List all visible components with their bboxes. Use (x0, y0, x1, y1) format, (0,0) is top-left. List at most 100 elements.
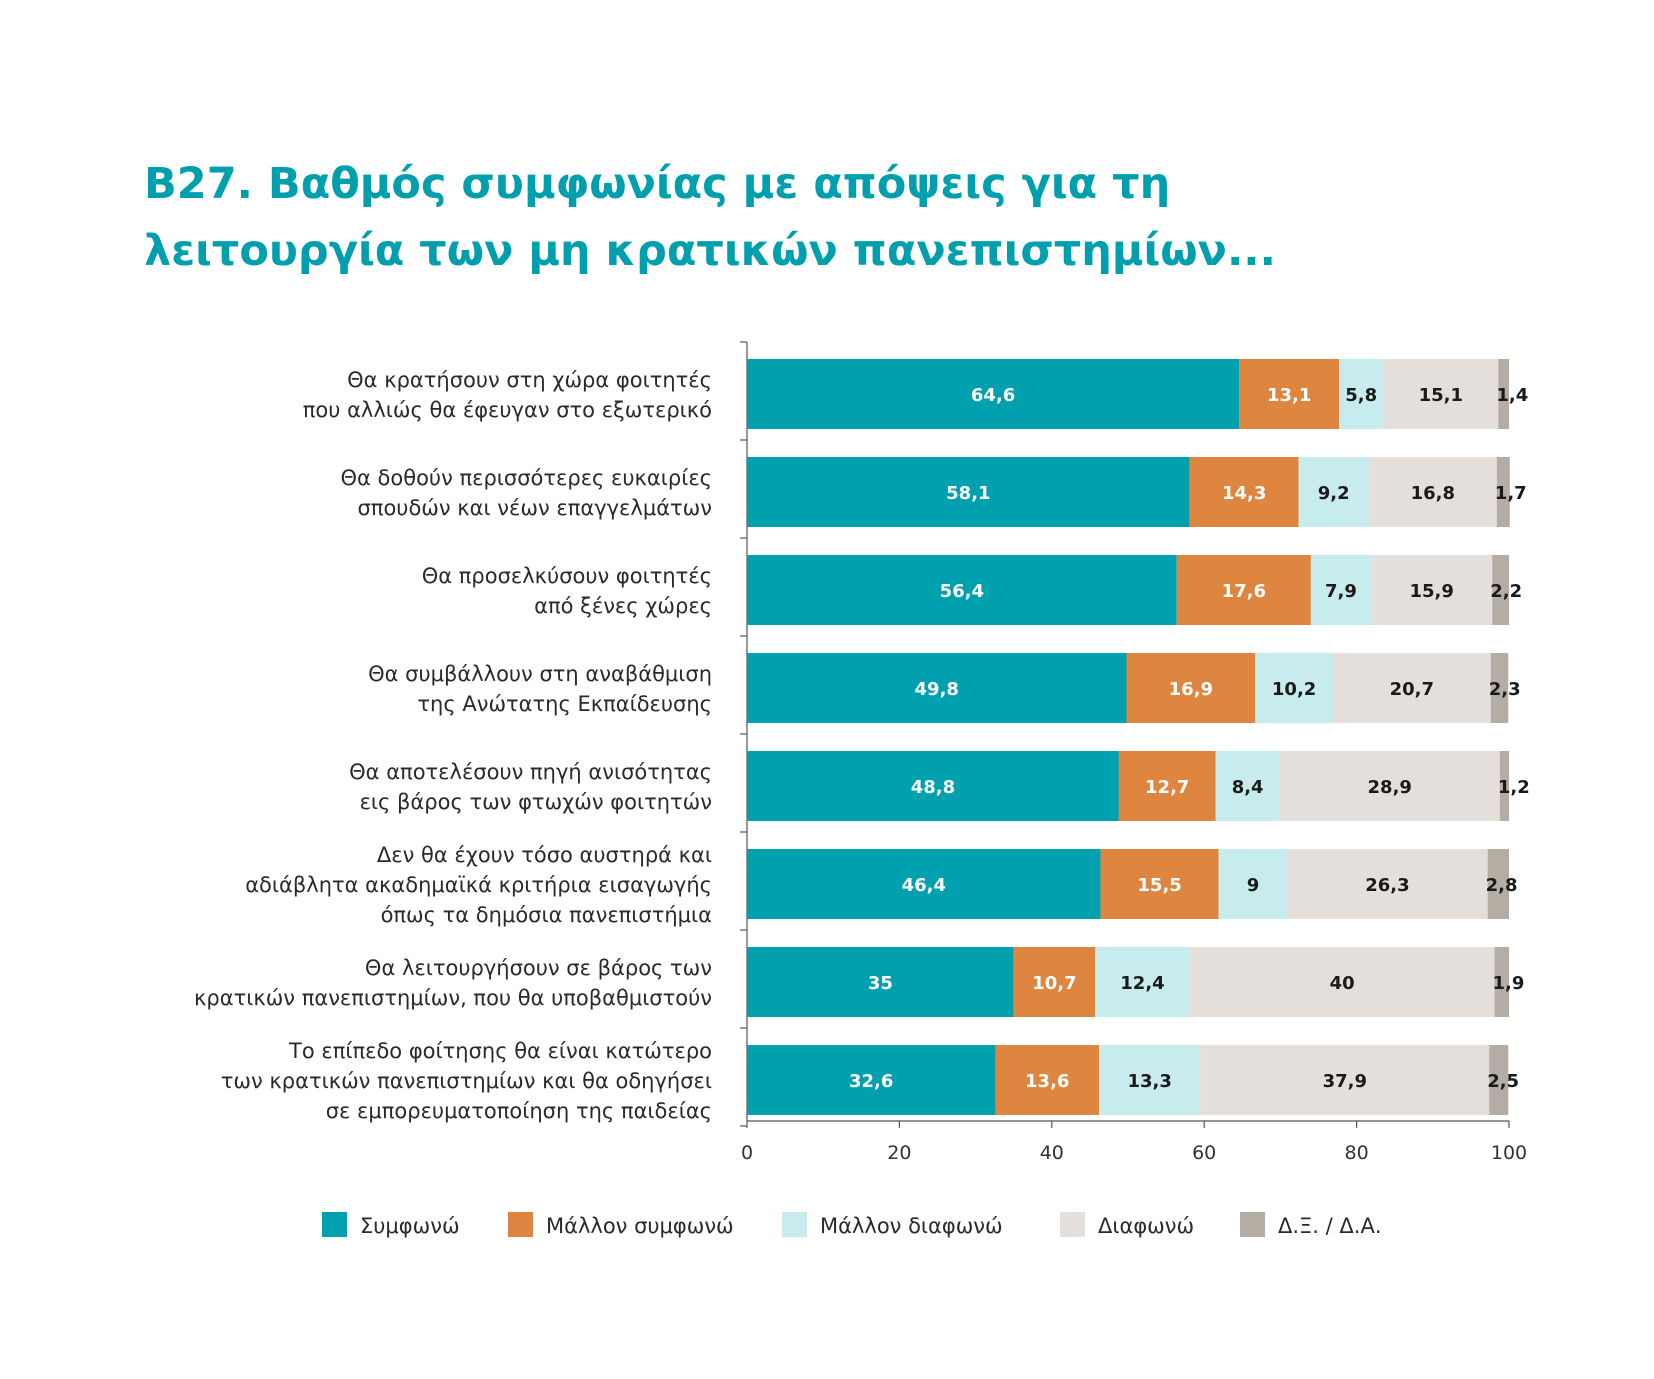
x-tick-label: 0 (741, 1142, 753, 1164)
data-label: 49,8 (915, 679, 959, 700)
x-tick-label: 60 (1192, 1142, 1216, 1164)
data-label: 64,6 (971, 385, 1015, 406)
bar-segment (1189, 947, 1495, 1017)
data-label: 2,8 (1486, 875, 1518, 896)
data-label: 1,2 (1498, 777, 1530, 798)
bar-segment (1496, 457, 1510, 527)
bar-segment (1498, 359, 1509, 429)
data-label: 15,5 (1137, 875, 1181, 896)
data-label: 17,6 (1222, 581, 1266, 602)
x-tick-label: 40 (1040, 1142, 1064, 1164)
legend-item: Διαφωνώ (1060, 1212, 1194, 1238)
category-label: Θα κρατήσουν στη χώρα φοιτητές (347, 368, 712, 392)
bar-segment (1490, 653, 1509, 723)
bar-segment (747, 359, 1240, 429)
data-label: 16,9 (1169, 679, 1213, 700)
legend-item: Μάλλον διαφωνώ (782, 1212, 1003, 1238)
x-tick-label: 80 (1345, 1142, 1369, 1164)
data-label: 28,9 (1368, 777, 1412, 798)
bar-segment (1189, 457, 1299, 527)
bar-segment (1100, 849, 1219, 919)
data-label: 40 (1330, 973, 1355, 994)
category-label: της Ανώτατης Εκπαίδευσης (417, 692, 712, 716)
x-tick-label: 20 (887, 1142, 911, 1164)
bar-segment (1339, 359, 1384, 429)
bar-segment (1499, 751, 1509, 821)
legend-swatch (322, 1212, 347, 1237)
category-label: Θα αποτελέσουν πηγή ανισότητας (349, 760, 712, 784)
bar-segment (1255, 653, 1333, 723)
data-label: 1,9 (1493, 973, 1525, 994)
bar-segment (1332, 653, 1491, 723)
x-axis: 0 20 40 60 80 100 (740, 341, 1527, 1164)
bar-segment (1239, 359, 1340, 429)
category-labels: Θα κρατήσουν στη χώρα φοιτητές που αλλιώς… (194, 368, 712, 1123)
data-label: 20,7 (1390, 679, 1434, 700)
bar-segment (747, 947, 1014, 1017)
x-tick-label: 100 (1491, 1142, 1527, 1164)
category-label: Δεν θα έχουν τόσο αυστηρά και (377, 843, 712, 867)
category-label: Το επίπεδο φοίτησης θα είναι κατώτερο (288, 1039, 712, 1063)
legend-swatch (782, 1212, 807, 1237)
bar-segment (747, 849, 1101, 919)
bar-segment (1489, 1045, 1509, 1115)
bar-segment (1383, 359, 1499, 429)
data-label: 46,4 (902, 875, 946, 896)
bar-segment (995, 1045, 1100, 1115)
data-label: 14,3 (1222, 483, 1266, 504)
legend-label: Μάλλον διαφωνώ (820, 1214, 1003, 1238)
legend-swatch (508, 1212, 533, 1237)
data-label: 48,8 (911, 777, 955, 798)
bar-segment (1310, 555, 1372, 625)
data-label: 56,4 (940, 581, 984, 602)
bar-segment (1279, 751, 1500, 821)
legend-label: Διαφωνώ (1098, 1214, 1194, 1238)
bar-segment (1492, 555, 1509, 625)
chart-title: B27. Βαθμός συμφωνίας με απόψεις για τη λ… (144, 159, 1276, 276)
bar-segment (1218, 849, 1288, 919)
bar-segment (1118, 751, 1216, 821)
data-label: 12,4 (1120, 973, 1164, 994)
data-label: 35 (868, 973, 893, 994)
data-label: 9 (1247, 875, 1260, 896)
bar-segment (1176, 555, 1311, 625)
bar-segment (1200, 1045, 1490, 1115)
data-label: 9,2 (1318, 483, 1350, 504)
data-label: 13,3 (1128, 1071, 1172, 1092)
data-label: 7,9 (1325, 581, 1357, 602)
category-label: όπως τα δημόσια πανεπιστήμια (381, 903, 712, 927)
legend-swatch (1060, 1212, 1085, 1237)
bar-segment (1487, 849, 1509, 919)
category-label: σπουδών και νέων επαγγελμάτων (358, 496, 713, 520)
legend-label: Συμφωνώ (360, 1214, 460, 1238)
bar-segment (1494, 947, 1509, 1017)
data-label: 2,5 (1487, 1071, 1519, 1092)
bar-segment (1298, 457, 1369, 527)
data-label: 16,8 (1411, 483, 1455, 504)
bar-segment (1013, 947, 1096, 1017)
data-label: 8,4 (1232, 777, 1264, 798)
data-label: 5,8 (1345, 385, 1377, 406)
legend-item: Συμφωνώ (322, 1212, 460, 1238)
data-label: 26,3 (1365, 875, 1409, 896)
data-label: 15,9 (1409, 581, 1453, 602)
category-label: κρατικών πανεπιστημίων, που θα υποβαθμισ… (194, 986, 712, 1010)
data-label: 2,3 (1489, 679, 1521, 700)
title-line-1: B27. Βαθμός συμφωνίας με απόψεις για τη (144, 159, 1170, 209)
legend-swatch (1240, 1212, 1265, 1237)
legend-item: Μάλλον συμφωνώ (508, 1212, 734, 1238)
bar-segment (747, 457, 1190, 527)
data-label: 10,7 (1032, 973, 1076, 994)
category-label: Θα συμβάλλουν στη αναβάθμιση (368, 662, 712, 686)
category-label: αδιάβλητα ακαδημαϊκά κριτήρια εισαγωγής (245, 873, 712, 897)
category-label: από ξένες χώρες (534, 594, 712, 618)
bars: 64,6 13,1 5,8 15,1 1,4 58,1 14,3 9,2 16,8 1,7 56,4… (747, 359, 1530, 1115)
category-label: των κρατικών πανεπιστημίων και θα οδηγήσ… (221, 1069, 712, 1093)
bar-segment (747, 653, 1127, 723)
bar-segment (747, 1045, 996, 1115)
category-label: που αλλιώς θα έφευγαν στο εξωτερικό (303, 398, 712, 422)
category-label: Θα λειτουργήσουν σε βάρος των (365, 956, 712, 980)
data-label: 32,6 (849, 1071, 893, 1092)
category-label: Θα δοθούν περισσότερες ευκαιρίες (340, 466, 712, 490)
